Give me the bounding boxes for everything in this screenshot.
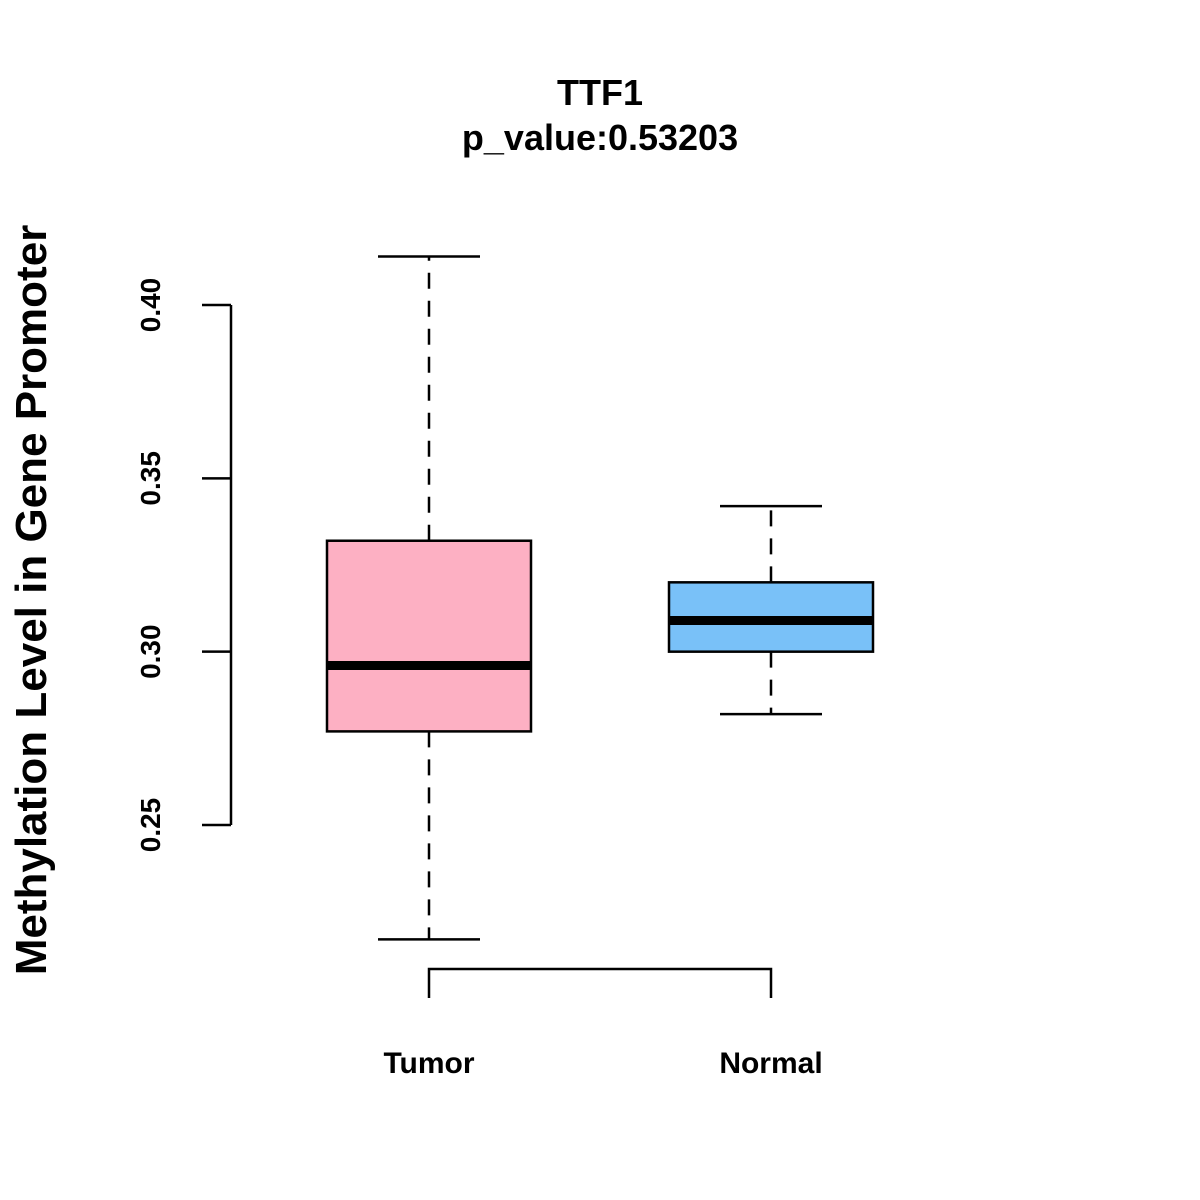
y-tick-label: 0.40 xyxy=(135,278,166,333)
category-label-tumor: Tumor xyxy=(383,1047,474,1080)
chart-subtitle: p_value:0.53203 xyxy=(462,117,738,158)
box-tumor xyxy=(325,255,533,941)
comparison-bracket xyxy=(427,967,773,998)
iqr-box xyxy=(325,539,533,733)
box-normal xyxy=(667,504,875,716)
category-labels: Tumor Normal xyxy=(383,1047,822,1080)
category-label-normal: Normal xyxy=(719,1047,822,1080)
y-axis-label: Methylation Level in Gene Promoter xyxy=(7,225,56,976)
chart-title: TTF1 xyxy=(557,72,643,113)
y-tick-label: 0.30 xyxy=(135,624,166,679)
y-tick-label: 0.35 xyxy=(135,451,166,506)
bracket-line xyxy=(427,967,773,998)
y-ticks: 0.25 0.30 0.35 0.40 xyxy=(135,278,231,853)
boxes xyxy=(325,255,875,941)
y-tick-label: 0.25 xyxy=(135,798,166,853)
